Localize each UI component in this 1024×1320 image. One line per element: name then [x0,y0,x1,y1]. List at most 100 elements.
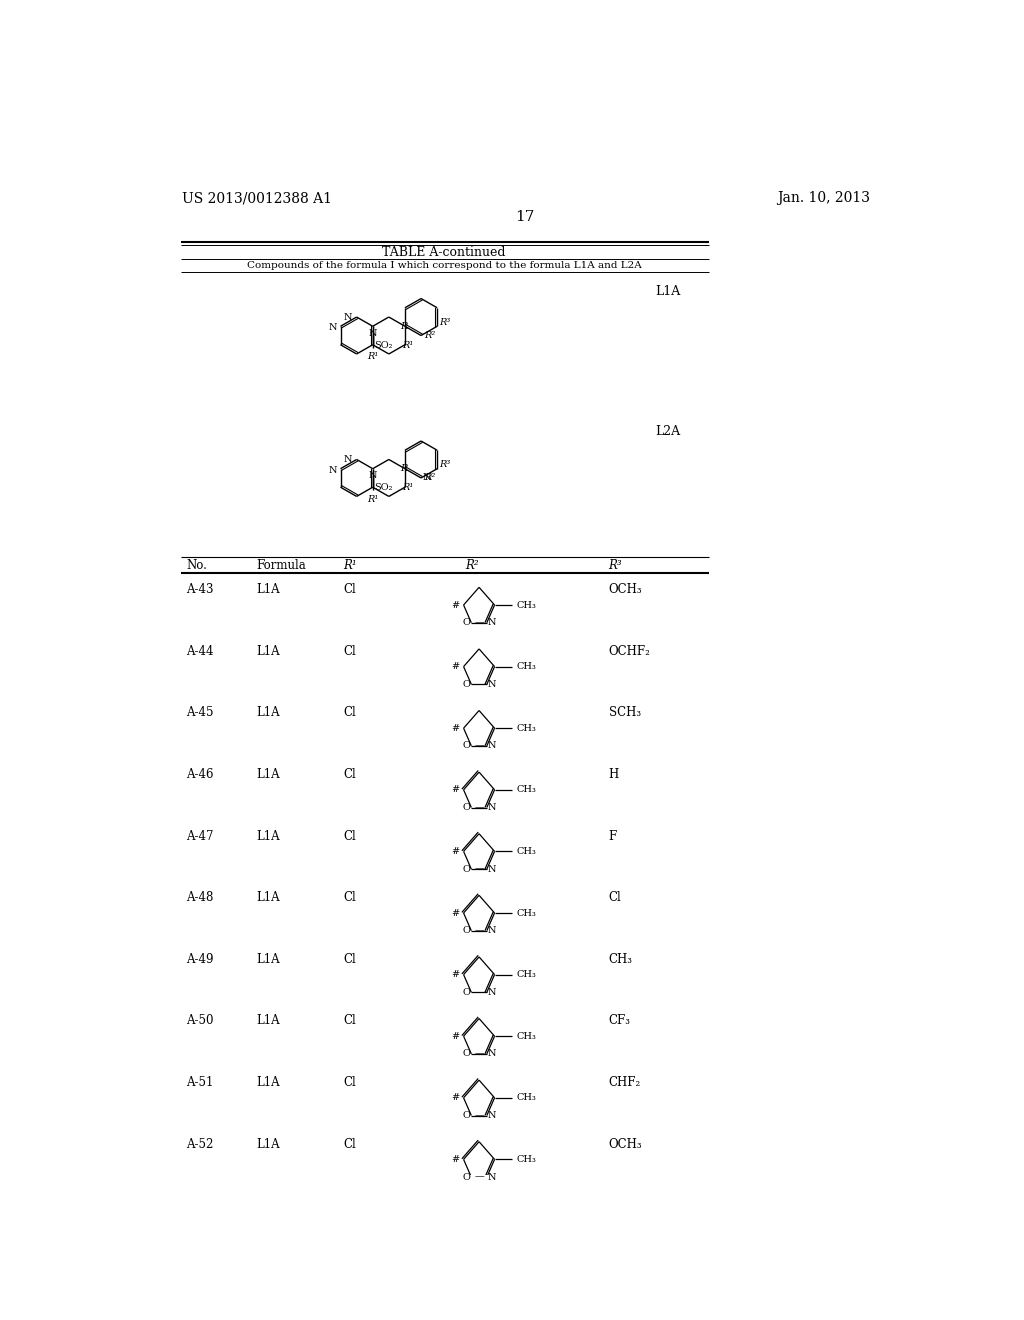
Text: A-51: A-51 [186,1076,213,1089]
Text: L1A: L1A [256,1138,280,1151]
Text: O: O [463,1172,471,1181]
Text: R²: R² [424,331,435,341]
Text: O: O [463,927,471,935]
Text: CF₃: CF₃ [608,1014,631,1027]
Text: N: N [487,865,496,874]
Text: O: O [463,987,471,997]
Text: Cl: Cl [343,1076,356,1089]
Text: L2A: L2A [655,425,680,438]
Text: CH₃: CH₃ [516,1155,537,1164]
Text: OCHF₂: OCHF₂ [608,644,650,657]
Text: CH₃: CH₃ [608,953,633,966]
Text: L1A: L1A [256,706,280,719]
Text: O: O [463,742,471,750]
Text: CH₃: CH₃ [516,663,537,671]
Text: Cl: Cl [343,1138,356,1151]
Text: N: N [343,455,352,463]
Text: R¹: R¹ [368,352,378,362]
Text: TABLE A-continued: TABLE A-continued [382,246,506,259]
Text: R¹: R¹ [402,483,414,492]
Text: #: # [452,601,460,610]
Text: N: N [487,1111,496,1119]
Text: #: # [452,663,460,671]
Text: CH₃: CH₃ [516,1093,537,1102]
Text: L1A: L1A [256,1076,280,1089]
Text: R: R [399,465,408,473]
Text: L1A: L1A [256,644,280,657]
Text: N: N [487,803,496,812]
Text: R³: R³ [608,560,623,573]
Text: A-52: A-52 [186,1138,213,1151]
Text: N: N [487,680,496,689]
Text: CH₃: CH₃ [516,1032,537,1040]
Text: A-43: A-43 [186,583,214,597]
Text: R²: R² [465,560,479,573]
Text: CHF₂: CHF₂ [608,1076,641,1089]
Text: O: O [463,680,471,689]
Text: —: — [474,1172,484,1181]
Text: Cl: Cl [343,706,356,719]
Text: Cl: Cl [608,891,622,904]
Text: CH₃: CH₃ [516,785,537,795]
Text: —: — [474,680,484,689]
Text: Cl: Cl [343,644,356,657]
Text: N: N [329,466,338,475]
Text: OCH₃: OCH₃ [608,1138,642,1151]
Text: SO₂: SO₂ [375,483,392,492]
Text: L1A: L1A [256,891,280,904]
Text: O: O [463,803,471,812]
Text: O: O [463,1049,471,1059]
Text: #: # [452,847,460,855]
Text: L1A: L1A [256,953,280,966]
Text: L1A: L1A [256,768,280,781]
Text: Cl: Cl [343,583,356,597]
Text: —: — [474,927,484,935]
Text: A-50: A-50 [186,1014,214,1027]
Text: N: N [487,618,496,627]
Text: A-49: A-49 [186,953,214,966]
Text: —: — [474,803,484,812]
Text: R¹: R¹ [402,341,414,350]
Text: A-46: A-46 [186,768,214,781]
Text: A-47: A-47 [186,829,214,842]
Text: #: # [452,1155,460,1164]
Text: L1A: L1A [655,285,680,298]
Text: 17: 17 [515,210,535,224]
Text: N: N [343,313,352,322]
Text: N: N [487,927,496,935]
Text: R²: R² [424,474,435,482]
Text: Cl: Cl [343,953,356,966]
Text: N: N [369,329,377,338]
Text: —: — [474,1111,484,1119]
Text: #: # [452,785,460,795]
Text: O: O [463,865,471,874]
Text: OCH₃: OCH₃ [608,583,642,597]
Text: N: N [369,471,377,480]
Text: #: # [452,908,460,917]
Text: #: # [452,1093,460,1102]
Text: —: — [474,987,484,997]
Text: Cl: Cl [343,891,356,904]
Text: —: — [474,618,484,627]
Text: N: N [487,1172,496,1181]
Text: Cl: Cl [343,1014,356,1027]
Text: A-48: A-48 [186,891,213,904]
Text: #: # [452,970,460,979]
Text: N: N [487,987,496,997]
Text: R³: R³ [439,318,451,327]
Text: CH₃: CH₃ [516,970,537,979]
Text: O: O [463,618,471,627]
Text: Cl: Cl [343,768,356,781]
Text: SO₂: SO₂ [375,341,392,350]
Text: SCH₃: SCH₃ [608,706,641,719]
Text: R³: R³ [439,461,451,470]
Text: N: N [487,1049,496,1059]
Text: CH₃: CH₃ [516,601,537,610]
Text: No.: No. [186,560,207,573]
Text: R: R [399,322,408,331]
Text: #: # [452,1032,460,1040]
Text: —: — [474,865,484,874]
Text: #: # [452,723,460,733]
Text: L1A: L1A [256,829,280,842]
Text: A-45: A-45 [186,706,214,719]
